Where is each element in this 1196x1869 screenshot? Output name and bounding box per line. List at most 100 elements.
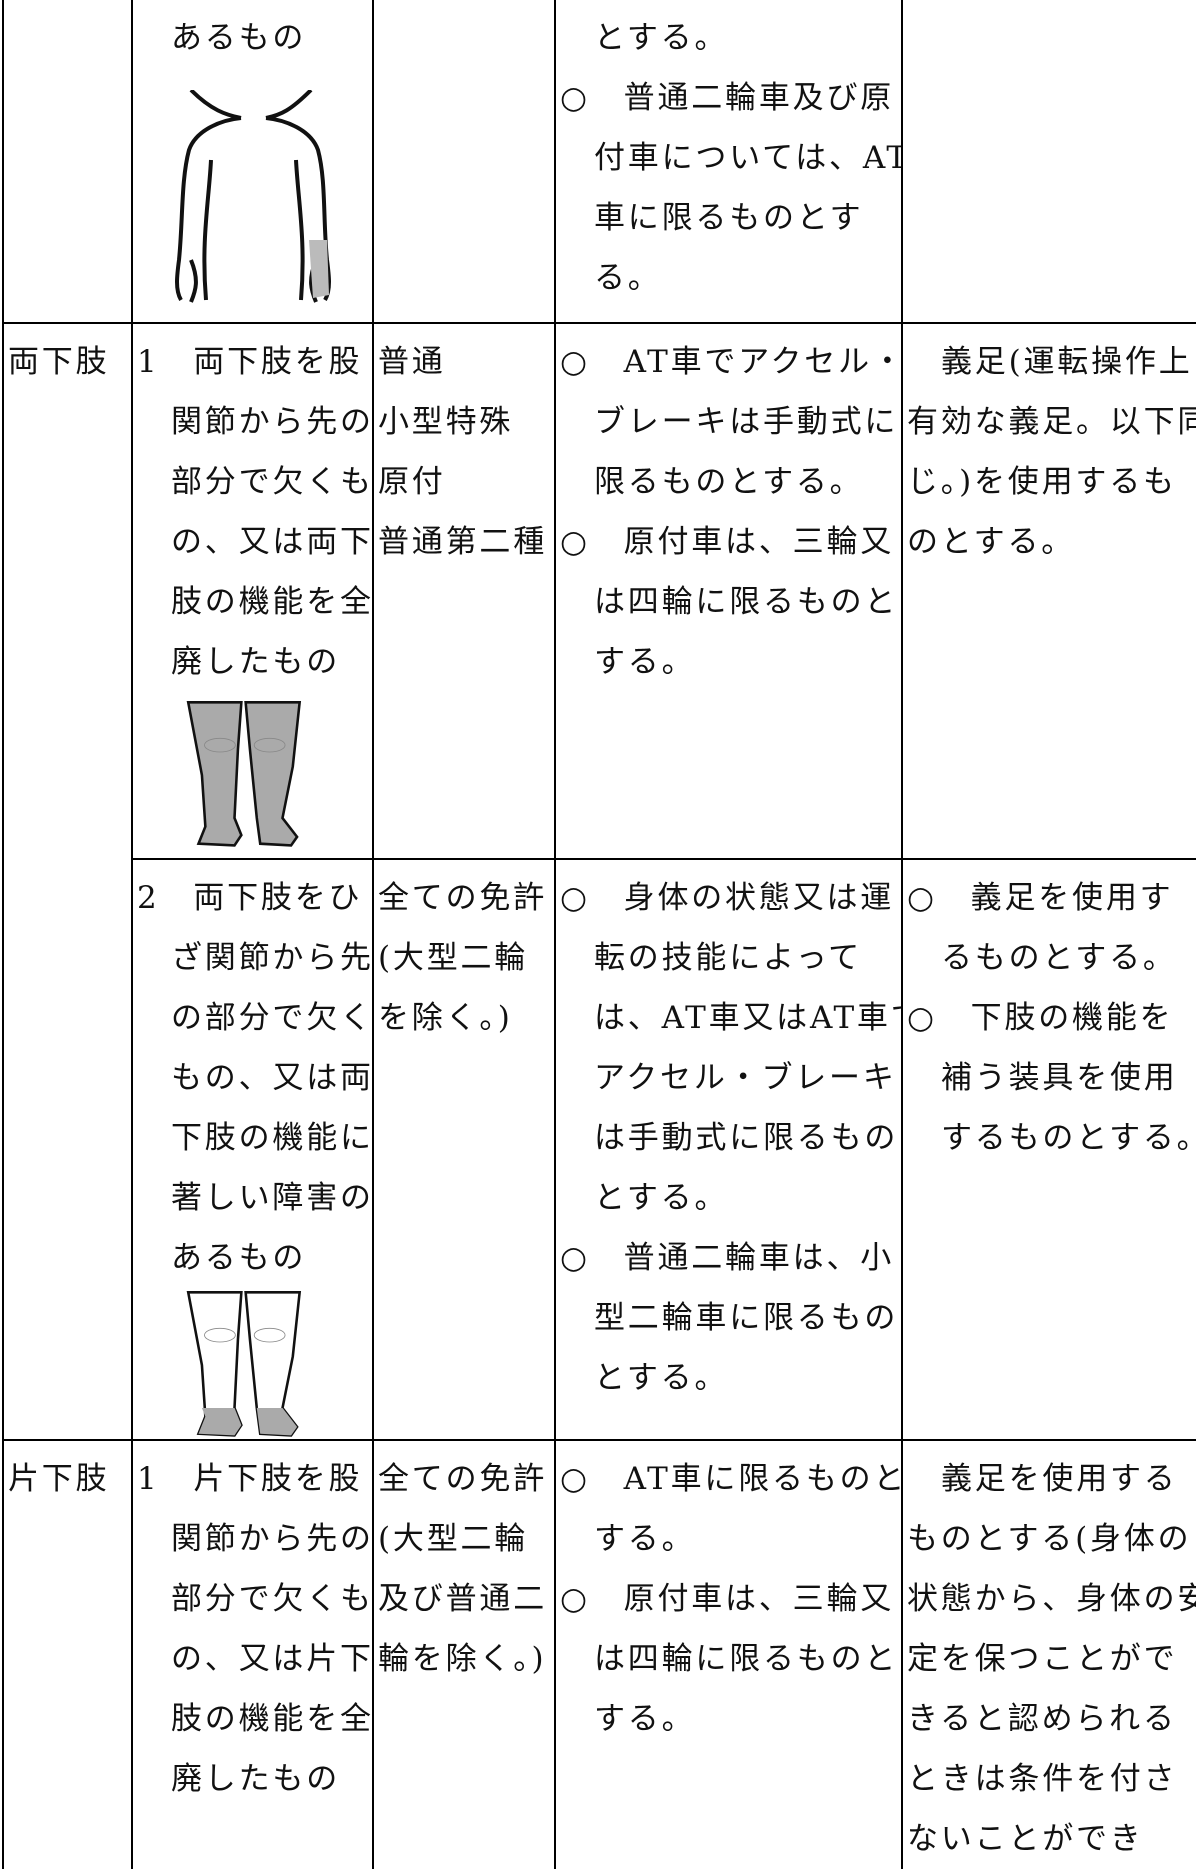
cell-text-line: ○ 身体の状態又は運 <box>560 880 895 916</box>
cell-text-line: 転の技能によって <box>594 940 862 976</box>
cell-text-line: 型二輪車に限るもの <box>594 1300 899 1336</box>
cell-text-line: 関節から先の <box>171 1521 373 1557</box>
figure <box>171 90 371 305</box>
table-row: 両下肢 1 両下肢を股 関節から先の 部分で欠くも の、又は両下 肢の機能を全 廃したもの普… <box>2 322 1196 1441</box>
cell-text-line: する。 <box>594 1701 696 1737</box>
cell-text-line: する。 <box>594 644 696 680</box>
table-cell: 義足(運転操作上有効な義足。以下同 じ。)を使用するも のとする。 <box>901 322 1196 860</box>
cell-text-line: 小型特殊 <box>378 404 514 440</box>
cell-text-line: 補う装具を使用 <box>941 1060 1178 1096</box>
cell-text-line: ○ 普通二輪車及び原 <box>560 80 895 116</box>
cell-text-line: 及び普通二 <box>378 1581 547 1617</box>
cell-text-line: あるもの <box>171 1240 307 1276</box>
cell-text-line: (大型二輪 <box>378 940 529 976</box>
cell-text-line: 廃したもの <box>171 1761 340 1797</box>
table-cell: 1 両下肢を股 関節から先の 部分で欠くも の、又は両下 肢の機能を全 廃したもの <box>131 322 374 860</box>
cell-text-line: もの、又は両 <box>171 1060 373 1096</box>
table-cell <box>2 0 133 324</box>
cell-text-line: 著しい障害の <box>171 1180 373 1216</box>
cell-text-line: とする。 <box>594 20 729 56</box>
cell-text-line: 車に限るものとす <box>594 200 864 236</box>
table-cell <box>901 0 1196 324</box>
cell-text-line: は四輪に限るものと <box>594 584 899 620</box>
cell-text-line: (大型二輪 <box>378 1521 529 1557</box>
figure <box>171 1288 371 1438</box>
cell-text-line: の、又は両下 <box>171 524 373 560</box>
cell-text-line: とする。 <box>594 1360 729 1396</box>
table-cell <box>372 0 556 324</box>
table-cell: 両下肢 <box>2 322 133 1441</box>
cell-text-line: る。 <box>594 260 662 296</box>
cell-text-line: する。 <box>594 1521 696 1557</box>
cell-text-line: アクセル・ブレーキ <box>594 1060 897 1096</box>
table-cell: 全ての免許 (大型二輪 及び普通二 輪を除く。) <box>372 1439 556 1869</box>
table-cell: ○ 義足を使用するものとする。 ○ 下肢の機能を補う装具を使用 するものとする。 <box>901 858 1196 1441</box>
cell-text-line: あるもの <box>171 20 307 56</box>
cell-text-line: のとする。 <box>907 524 1076 560</box>
cell-text-line: きると認められる <box>907 1701 1177 1737</box>
cell-text-line: は四輪に限るものと <box>594 1641 899 1677</box>
table-row: 片下肢 1 片下肢を股 関節から先の 部分で欠くも の、又は片下 肢の機能を全 廃したもの全… <box>2 1439 1196 1869</box>
cell-text-line: 肢の機能を全 <box>171 584 373 620</box>
cell-text-line: 下肢の機能に <box>171 1120 373 1156</box>
cell-text-line: 関節から先の <box>171 404 373 440</box>
cell-text-line: 定を保つことがで <box>907 1641 1178 1677</box>
table-cell: ○ AT車に限るものとする。 ○ 原付車は、三輪又は四輪に限るものと する。 <box>554 1439 903 1869</box>
table-row: あるもの とする。 ○ 普通二輪車及び原 付車については、AT 車に限るものとす る。 <box>2 0 1196 324</box>
table-cell: 2 両下肢をひざ関節から先 の部分で欠く もの、又は両 下肢の機能に 著しい障害の あるも… <box>131 858 374 1441</box>
table-row: 2 両下肢をひざ関節から先 の部分で欠く もの、又は両 下肢の機能に 著しい障害の あるも… <box>3 858 1196 1441</box>
cell-text-line: の、又は片下 <box>171 1641 373 1677</box>
cell-text-line: ○ 普通二輪車は、小 <box>560 1240 895 1276</box>
cell-text-line: 両下肢 <box>8 344 110 380</box>
table-cell: あるもの <box>131 0 374 324</box>
cell-text-line: ものとする(身体の <box>907 1521 1192 1557</box>
table-cell: 1 片下肢を股 関節から先の 部分で欠くも の、又は片下 肢の機能を全 廃したもの <box>131 1439 374 1869</box>
cell-text-line: とする。 <box>594 1180 729 1216</box>
figure-legs <box>186 1291 302 1437</box>
table-cell: 全ての免許 (大型二輪を除く。) <box>372 858 556 1441</box>
cell-text-line: 全ての免許 <box>378 880 547 916</box>
cell-text-line: 片下肢 <box>8 1461 110 1497</box>
cell-text-line: ○ 原付車は、三輪又 <box>560 524 895 560</box>
cell-text-line: ざ関節から先 <box>171 940 373 976</box>
cell-text-line: 限るものとする。 <box>594 464 864 500</box>
cell-text-line: 義足(運転操作上 <box>941 344 1193 380</box>
cell-text-line: 部分で欠くも <box>171 464 373 500</box>
cell-text-line: は手動式に限るもの <box>594 1120 899 1156</box>
figure-upper-body <box>175 90 331 303</box>
cell-text-line: ときは条件を付さ <box>907 1761 1178 1797</box>
cell-text-line: ○ 下肢の機能を <box>907 1000 1174 1036</box>
table-cell: とする。 ○ 普通二輪車及び原 付車については、AT 車に限るものとす る。 <box>554 0 903 324</box>
cell-text-line: ○ 義足を使用す <box>907 880 1174 916</box>
cell-text-line: ブレーキは手動式に <box>594 404 899 440</box>
cell-text-line: 肢の機能を全 <box>171 1701 373 1737</box>
cell-text-line: 有効な義足。以下同 <box>907 404 1196 440</box>
cell-text-line: ないことができ <box>907 1821 1144 1857</box>
cell-text-line: じ。)を使用するも <box>907 464 1177 500</box>
cell-text-line: を除く。) <box>378 1000 513 1036</box>
cell-text-line: ○ 原付車は、三輪又 <box>560 1581 895 1617</box>
cell-text-line: 2 両下肢をひ <box>137 880 363 916</box>
cell-text-line: 全ての免許 <box>378 1461 547 1497</box>
cell-text-line: の部分で欠く <box>171 1000 373 1036</box>
cell-text-line: ○ AT車に限るものと <box>560 1461 902 1497</box>
cell-text-line: 1 両下肢を股 <box>137 344 363 380</box>
cell-text-line: 状態から、身体の安 <box>907 1581 1196 1617</box>
figure-legs <box>186 701 302 847</box>
table-cell: ○ AT車でアクセル・ブレーキは手動式に 限るものとする。 ○ 原付車は、三輪又は四… <box>554 322 903 860</box>
table-cell: 普通 小型特殊 原付 普通第二種 <box>372 322 556 860</box>
table-cell: 片下肢 <box>2 1439 133 1869</box>
cell-text-line: 部分で欠くも <box>171 1581 373 1617</box>
cell-text-line: は、AT車又はAT車で <box>594 1000 902 1036</box>
cell-text-line: 普通第二種 <box>378 524 547 560</box>
cell-text-line: ○ AT車でアクセル・ <box>560 344 902 380</box>
table-cell: 義足を使用する ものとする(身体の 状態から、身体の安 定を保つことがで きると認められ… <box>901 1439 1196 1869</box>
cell-text-line: 普通 <box>378 344 446 380</box>
cell-text-line: るものとする。 <box>941 940 1177 976</box>
cell-text-line: するものとする。 <box>941 1120 1196 1156</box>
table-cell: ○ 身体の状態又は運 転の技能によっては、AT車又はAT車で アクセル・ブレーキ は手… <box>554 858 903 1441</box>
figure <box>171 698 371 848</box>
